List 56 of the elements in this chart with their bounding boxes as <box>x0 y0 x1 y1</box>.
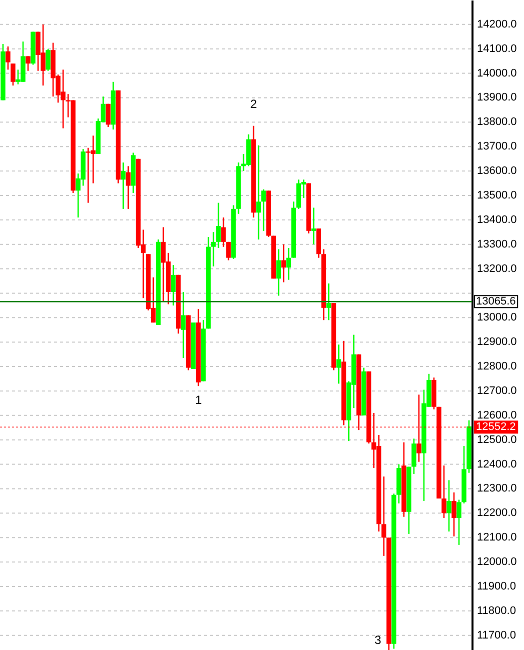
y-tick-label: 12900.0 <box>477 336 517 348</box>
candlestick <box>326 282 332 321</box>
y-tick-label: 14000.0 <box>477 67 517 80</box>
y-tick-label: 13700.0 <box>477 140 517 153</box>
candlestick <box>106 103 111 128</box>
candlestick <box>411 438 416 475</box>
ref-line-label: 12552.2 <box>476 421 516 434</box>
y-tick-label: 13800.0 <box>477 116 517 128</box>
y-tick-label: 12500.0 <box>477 434 517 446</box>
y-tick-label: 13200.0 <box>477 262 517 275</box>
y-tick-label: 12300.0 <box>477 482 517 495</box>
y-tick-label: 12200.0 <box>477 507 517 520</box>
annotation: 1 <box>195 393 202 408</box>
candlestick <box>46 48 50 72</box>
candlestick <box>256 144 261 240</box>
y-tick-label: 13400.0 <box>477 214 517 226</box>
candlestick <box>10 62 16 86</box>
candlestick <box>216 202 221 249</box>
candlestick <box>261 188 266 232</box>
y-tick-label: 12700.0 <box>477 384 517 397</box>
y-tick-label: 14100.0 <box>477 42 517 55</box>
candlestick <box>381 476 386 557</box>
candlestick <box>311 207 316 246</box>
annotation: 2 <box>250 96 258 111</box>
annotation: 3 <box>374 633 382 647</box>
candlestick <box>170 264 176 306</box>
y-tick-label: 14200.0 <box>477 18 517 30</box>
y-tick-label: 12000.0 <box>477 556 517 568</box>
y-tick-label: 13500.0 <box>477 189 517 202</box>
y-tick-label: 11800.0 <box>477 604 516 617</box>
candlestick <box>226 241 231 261</box>
y-tick-label: 13900.0 <box>477 92 517 104</box>
y-tick-label: 12600.0 <box>477 409 517 422</box>
y-tick-label: 12100.0 <box>477 532 517 544</box>
y-tick-label: 11900.0 <box>477 580 516 592</box>
candlestick <box>126 166 131 210</box>
candlestick <box>456 499 462 546</box>
candlestick <box>26 56 30 72</box>
y-tick-label: 13600.0 <box>477 165 517 178</box>
candlestick <box>442 464 446 519</box>
y-tick-label: 12400.0 <box>477 458 517 470</box>
candlestick <box>120 162 126 210</box>
candlestick <box>221 216 226 248</box>
candlestick <box>446 480 452 532</box>
candlestick <box>336 344 342 384</box>
candlestick <box>452 492 456 538</box>
candlestick <box>181 291 186 359</box>
y-tick-label: 13000.0 <box>477 312 517 324</box>
y-tick-label: 13300.0 <box>477 238 517 250</box>
candlestick <box>281 244 286 283</box>
candlestick <box>6 46 10 70</box>
candlestick <box>211 231 216 268</box>
y-tick-label: 12800.0 <box>477 360 517 373</box>
candlestick <box>276 248 281 296</box>
ref-line-label: 13065.6 <box>476 296 516 308</box>
y-tick-label: 11700.0 <box>477 629 516 642</box>
